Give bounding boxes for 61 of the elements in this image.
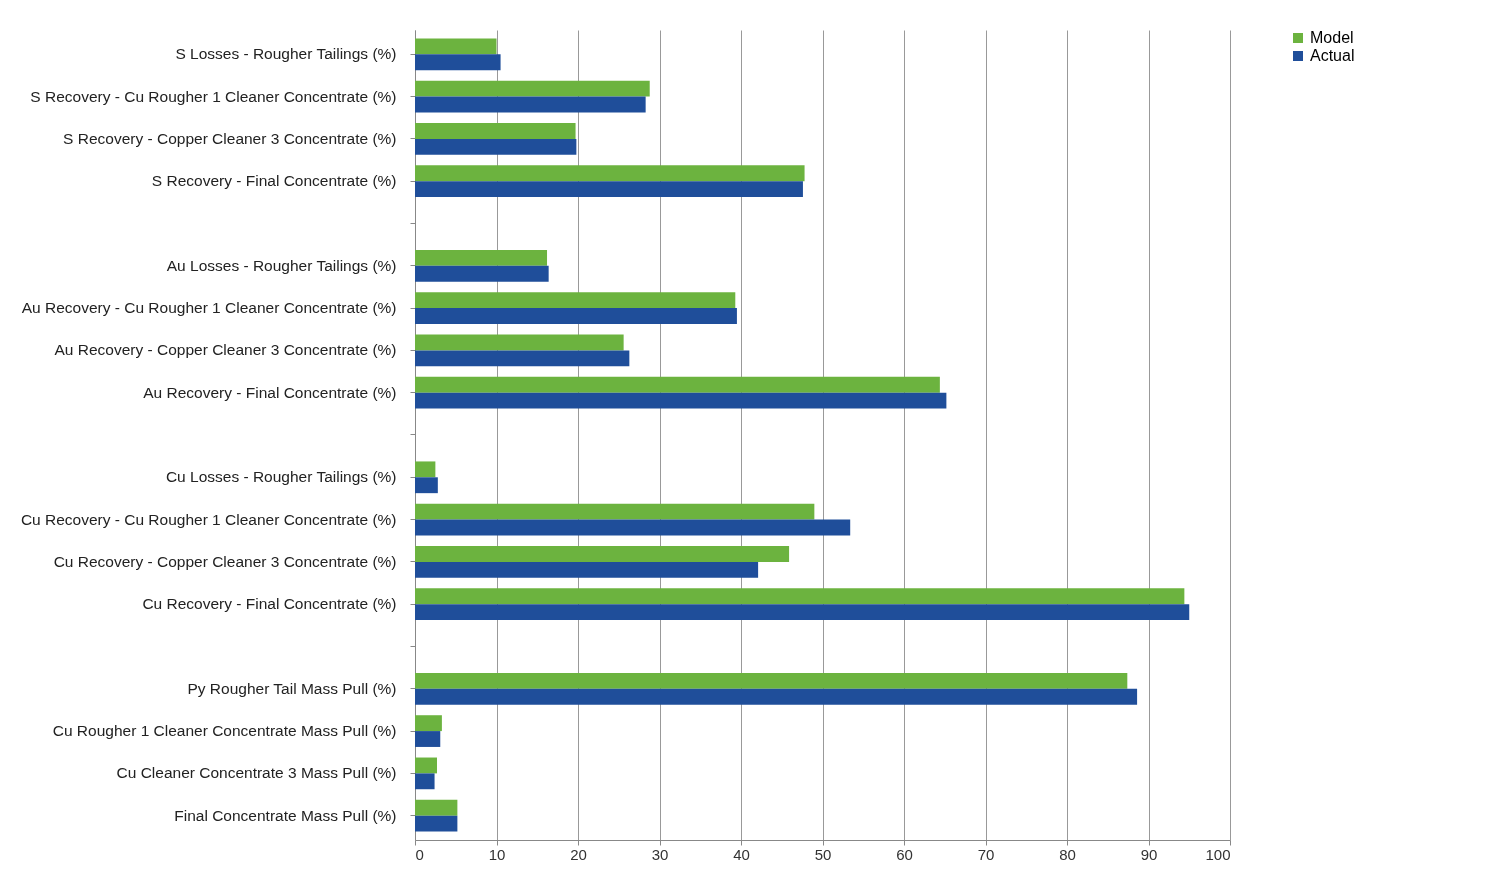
bar	[415, 138, 577, 155]
y-tick-label: Cu Recovery - Cu Rougher 1 Cleaner Concentrate (%)	[20, 510, 397, 528]
x-tick-label: 30	[651, 845, 669, 863]
y-tick-label: Cu Recovery - Final Concentrate (%)	[142, 595, 397, 613]
x-tick-label: 10	[488, 845, 506, 863]
legend-label: Model	[1310, 29, 1354, 46]
bar	[415, 181, 803, 198]
x-tick-label: 40	[733, 845, 750, 863]
y-tick-label: Au Losses - Rougher Tailings (%)	[166, 256, 397, 274]
y-tick-label: Final Concentrate Mass Pull (%)	[174, 806, 397, 824]
x-tick-label: 50	[814, 845, 832, 863]
bar	[415, 38, 497, 55]
y-tick-label: S Recovery - Final Concentrate (%)	[151, 172, 397, 190]
y-tick-label: S Recovery - Cu Rougher 1 Cleaner Concentrate (%)	[30, 87, 397, 105]
y-tick-label: Au Recovery - Cu Rougher 1 Cleaner Concentrate (%)	[21, 299, 397, 317]
y-tick-label: Au Recovery - Final Concentrate (%)	[143, 383, 397, 401]
bar	[415, 165, 805, 182]
bar	[415, 265, 549, 282]
bar	[415, 519, 851, 536]
bar	[415, 604, 1190, 621]
bar	[415, 477, 438, 494]
x-tick-label: 20	[570, 845, 587, 863]
bar	[415, 80, 650, 97]
y-tick-label: S Losses - Rougher Tailings (%)	[175, 45, 397, 63]
bar	[415, 799, 458, 816]
y-tick-label: S Recovery - Copper Cleaner 3 Concentrate (%)	[63, 129, 397, 147]
x-tick-label: 90	[1140, 845, 1158, 863]
bar	[415, 588, 1185, 605]
x-tick-label: 70	[977, 845, 995, 863]
y-tick-label: Cu Recovery - Copper Cleaner 3 Concentrate (%)	[53, 552, 397, 570]
bar	[415, 461, 436, 478]
x-tick-label: 100	[1205, 845, 1231, 863]
x-tick-label: 80	[1059, 845, 1076, 863]
bar	[415, 773, 435, 790]
bar	[415, 815, 458, 832]
bar	[415, 334, 624, 351]
bar	[415, 292, 736, 309]
bar	[415, 688, 1138, 705]
x-tick-label: 60	[896, 845, 913, 863]
bar	[415, 350, 630, 367]
bar	[415, 123, 576, 139]
y-tick-label: Cu Cleaner Concentrate 3 Mass Pull (%)	[116, 764, 397, 782]
bar	[415, 376, 940, 393]
bar	[415, 54, 501, 71]
bar	[415, 546, 790, 562]
bar	[415, 503, 815, 520]
bar	[415, 392, 947, 409]
bar	[415, 308, 737, 324]
bar	[415, 731, 441, 747]
y-tick-label: Au Recovery - Copper Cleaner 3 Concentrate (%)	[54, 341, 397, 359]
bar	[415, 249, 548, 266]
x-tick-label: 0	[415, 845, 424, 863]
bar	[415, 757, 438, 774]
bar	[415, 715, 442, 732]
bar	[415, 672, 1128, 689]
y-tick-label: Cu Losses - Rougher Tailings (%)	[165, 468, 397, 486]
legend-label: Actual	[1310, 47, 1355, 64]
bar	[415, 96, 646, 113]
bar	[415, 561, 759, 578]
y-tick-label: Py Rougher Tail Mass Pull (%)	[187, 679, 397, 697]
y-tick-label: Cu Rougher 1 Cleaner Concentrate Mass Pull (%)	[52, 722, 397, 740]
